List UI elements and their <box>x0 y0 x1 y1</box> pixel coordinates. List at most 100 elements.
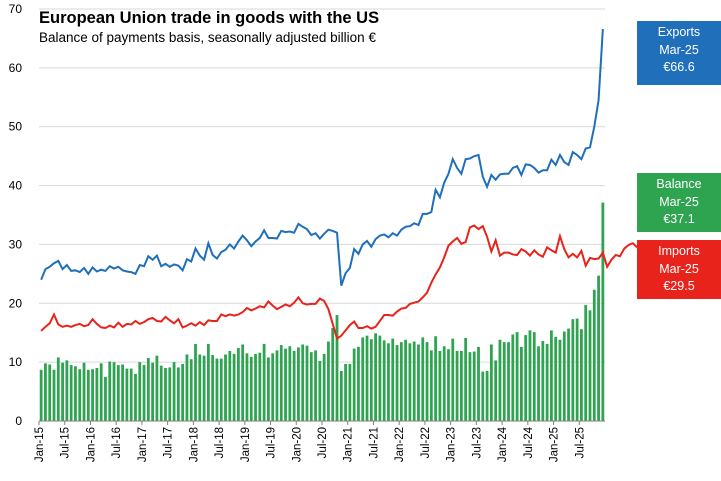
balance-bar <box>412 341 416 421</box>
balance-bar <box>151 362 155 421</box>
balance-bar <box>580 329 583 421</box>
balance-bar <box>65 360 69 421</box>
balance-bar <box>245 353 249 421</box>
balance-bar <box>468 352 472 421</box>
balance-bar <box>447 349 450 421</box>
balance-bar <box>279 345 283 421</box>
balance-bar <box>172 362 176 421</box>
balance-bar <box>519 346 523 421</box>
balance-bar <box>258 352 262 421</box>
x-tick-label: Jul-18 <box>214 427 226 458</box>
balance-bar <box>99 363 103 421</box>
balance-bar <box>271 353 275 421</box>
gridlines <box>39 8 605 363</box>
imports-callout-name: Imports <box>658 244 700 258</box>
balance-bar <box>61 362 64 421</box>
balance-bar <box>365 335 369 421</box>
balance-bar <box>164 368 167 421</box>
balance-bar <box>202 355 206 421</box>
balance-bar <box>429 350 433 421</box>
balance-bar <box>198 354 202 421</box>
balance-bar <box>318 360 322 421</box>
balance-bar <box>254 353 257 421</box>
x-tick-label: Jul-17 <box>163 427 175 458</box>
balance-bar <box>554 336 558 421</box>
y-tick-label: 40 <box>9 179 23 193</box>
balance-bar <box>369 339 373 421</box>
balance-bar <box>215 358 219 421</box>
balance-bar <box>52 369 56 421</box>
balance-bar <box>387 343 390 421</box>
balance-bar <box>39 369 43 421</box>
x-tick-label: Jul-20 <box>317 427 329 458</box>
balance-bar <box>134 373 137 421</box>
balance-bar <box>481 371 485 421</box>
balance-bar <box>378 335 382 421</box>
balance-callout-date: Mar-25 <box>659 194 699 209</box>
balance-bar <box>194 343 197 421</box>
balance-bar <box>146 358 150 421</box>
balance-bar <box>228 350 232 421</box>
balance-bar <box>507 342 510 421</box>
x-tick-label: Jan-25 <box>549 427 561 462</box>
y-tick-label: 10 <box>9 355 23 369</box>
balance-bar <box>472 351 476 421</box>
balance-callout-value: €37.1 <box>663 212 695 226</box>
y-tick-label: 20 <box>9 296 23 310</box>
x-tick-label: Jul-23 <box>471 427 483 458</box>
balance-bar <box>181 363 185 421</box>
balance-bar <box>305 345 309 421</box>
balance-bar <box>442 346 446 421</box>
balance-bar <box>494 360 498 421</box>
balance-bar <box>562 331 566 421</box>
x-tick-label: Jan-23 <box>446 427 458 462</box>
balance-bar <box>597 275 600 421</box>
balance-bar <box>189 359 193 421</box>
x-tick-label: Jan-16 <box>85 427 97 462</box>
imports-callout-date: Mar-25 <box>659 261 699 276</box>
balance-bar <box>455 350 459 421</box>
balance-bar <box>524 335 528 421</box>
exports-line <box>40 28 604 286</box>
balance-bar <box>352 348 356 421</box>
balance-bar <box>78 369 82 421</box>
balance-bar <box>314 350 317 421</box>
balance-bar <box>502 342 506 421</box>
balance-bar <box>249 356 253 421</box>
balance-bar <box>417 344 420 421</box>
balance-bar <box>571 319 575 421</box>
balance-bar <box>322 353 326 421</box>
y-tick-label: 70 <box>9 2 23 16</box>
balance-bar <box>185 354 189 421</box>
balance-bar <box>399 342 403 421</box>
balance-bar <box>56 357 60 421</box>
balance-bar <box>348 363 352 421</box>
balance-bar <box>601 202 605 421</box>
balance-bar <box>421 337 425 421</box>
x-tick-label: Jul-15 <box>60 427 72 458</box>
chart-title: European Union trade in goods with the U… <box>39 9 380 27</box>
balance-bar <box>129 368 133 421</box>
imports-callout: Imports Mar-25 €29.5 <box>637 240 721 299</box>
x-tick-label: Jul-22 <box>420 427 432 458</box>
exports-callout-date: Mar-25 <box>659 42 699 57</box>
balance-bar <box>48 364 52 421</box>
balance-bars <box>39 202 605 421</box>
balance-bar <box>464 338 468 421</box>
x-tick-label: Jan-15 <box>34 427 46 462</box>
balance-bar <box>489 344 493 421</box>
balance-bar <box>532 332 536 421</box>
balance-bar <box>498 339 502 421</box>
balance-bar <box>541 340 545 421</box>
y-tick-label: 0 <box>15 414 22 428</box>
balance-bar <box>86 369 90 421</box>
balance-bar <box>575 318 579 421</box>
balance-bar <box>44 363 47 421</box>
balance-bar <box>408 343 412 421</box>
balance-bar <box>176 367 180 421</box>
balance-bar <box>108 361 112 421</box>
balance-bar <box>232 353 236 421</box>
balance-bar <box>262 343 266 421</box>
balance-bar <box>142 365 146 421</box>
x-tick-label: Jan-18 <box>188 427 200 462</box>
